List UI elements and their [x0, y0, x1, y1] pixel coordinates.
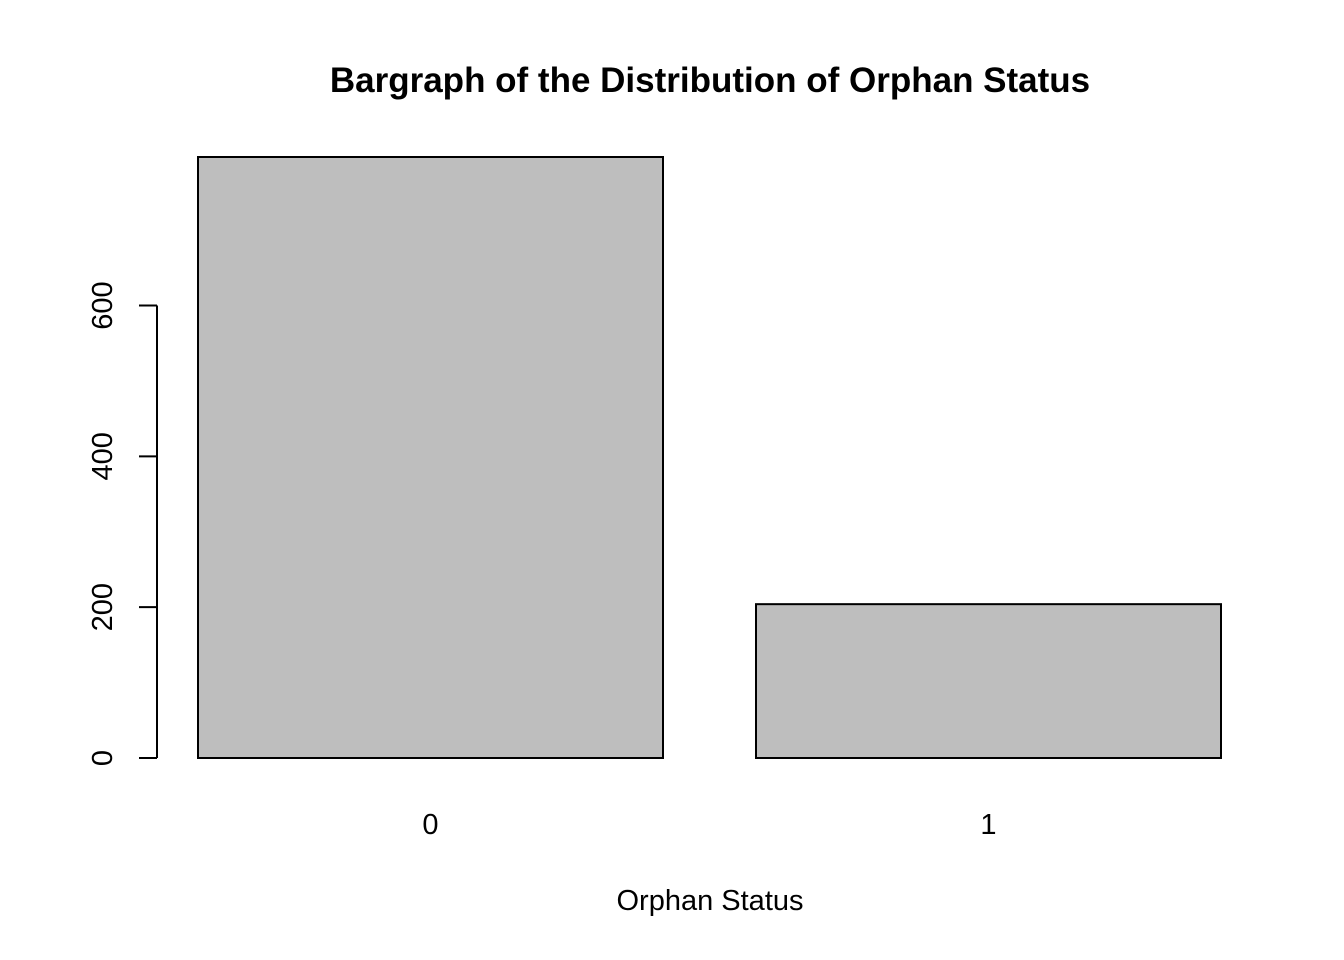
x-axis-label: Orphan Status — [617, 885, 804, 917]
y-axis: 0 200 400 600 — [87, 281, 158, 766]
chart-title: Bargraph of the Distribution of Orphan S… — [330, 61, 1090, 100]
y-tick-label-200: 200 — [87, 583, 119, 631]
x-tick-label-0: 0 — [422, 809, 438, 841]
bar-0 — [197, 156, 664, 759]
bar-1 — [755, 603, 1222, 760]
x-tick-label-1: 1 — [980, 809, 996, 841]
y-tick-label-400: 400 — [87, 432, 119, 480]
y-tick-label-0: 0 — [87, 750, 119, 766]
bars-layer — [197, 156, 1222, 760]
y-tick-label-600: 600 — [87, 281, 119, 329]
